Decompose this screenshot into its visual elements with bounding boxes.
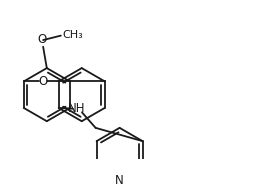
Text: NH: NH <box>68 102 85 115</box>
Text: O: O <box>38 33 47 46</box>
Text: N: N <box>115 174 124 187</box>
Text: CH₃: CH₃ <box>62 30 83 40</box>
Text: O: O <box>38 75 48 88</box>
